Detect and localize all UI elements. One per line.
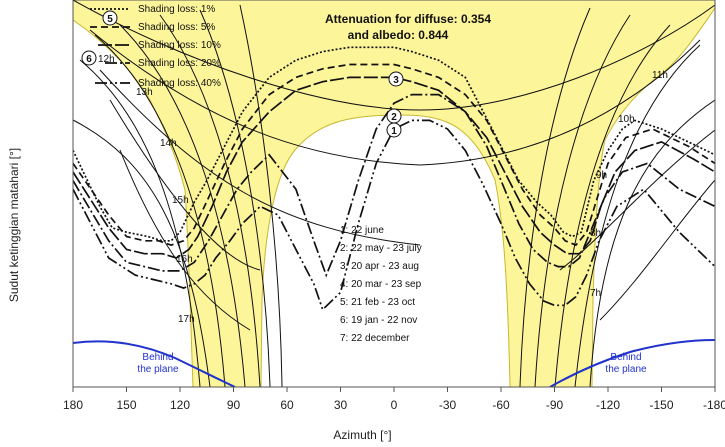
date-legend-item: 6: 19 jan - 22 nov [340, 315, 417, 326]
x-tick-label: -90 [546, 398, 564, 412]
sun-path-arc-14 [99, 69, 421, 246]
behind-plane-label: the plane [137, 364, 179, 375]
hour-label: 10h [618, 114, 635, 125]
chart-title: Attenuation for diffuse: 0.354 [325, 12, 491, 26]
sun-path-arcs [73, 0, 715, 387]
x-tick-label: -180 [703, 398, 725, 412]
hour-label: 9h [596, 170, 607, 181]
x-tick-label: -60 [492, 398, 510, 412]
date-legend-item: 2: 22 may - 23 july [340, 243, 422, 254]
legend-label: Shading loss: 1% [138, 4, 215, 15]
x-axis: 180 150 120 90 60 30 0 -30 -60 -90 -120 -150 -180 [63, 387, 725, 412]
date-legend-item: 3: 20 apr - 23 aug [340, 261, 419, 272]
legend-label: Shading loss: 5% [138, 22, 215, 33]
x-tick-label: 120 [170, 398, 190, 412]
sun-path-arc-13 [89, 29, 701, 166]
path-marker-circle [81, 50, 97, 66]
hour-label: 16h [176, 254, 193, 265]
sun-path-arc-16 [559, 129, 715, 271]
sun-path-arc-4 [159, 14, 261, 387]
x-tick-label: 30 [334, 398, 348, 412]
legend-label: Shading loss: 20% [138, 58, 221, 69]
behind-plane-label: the plane [605, 364, 647, 375]
hour-label: 15h [172, 195, 189, 206]
series-line-5 [73, 119, 715, 312]
series-line-4 [73, 93, 715, 278]
series-line-2 [73, 63, 715, 247]
legend-label: Shading loss: 40% [138, 78, 221, 89]
sun-path-arc-9 [554, 24, 671, 387]
hour-label: 14h [160, 138, 177, 149]
behind-plane-label: Behind [142, 352, 173, 363]
path-marker-circle [386, 122, 402, 138]
sun-path-arc-2 [94, 34, 226, 387]
x-tick-label: 90 [227, 398, 241, 412]
legend-label: Shading loss: 10% [138, 40, 221, 51]
hour-label: 11h [652, 70, 668, 81]
sun-path-arc-17 [119, 149, 251, 331]
date-legend-item: 7: 22 december [340, 333, 410, 344]
path-marker-circle [388, 71, 404, 87]
x-tick-label: 60 [280, 398, 294, 412]
x-tick-label: -120 [596, 398, 620, 412]
sun-path-arc-7 [589, 99, 715, 387]
x-tick-label: -150 [649, 398, 673, 412]
x-tick-label: -30 [439, 398, 457, 412]
sun-path-arc-6 [239, 4, 283, 387]
x-tick-label: 180 [63, 398, 83, 412]
date-legend-item: 4: 20 mar - 23 sep [340, 279, 422, 290]
sun-path-arc-8 [574, 44, 701, 387]
behind-plane-label: Behind [610, 352, 641, 363]
hour-label: 12h [98, 54, 115, 65]
annotations: Attenuation for diffuse: 0.354 and albedo… [81, 4, 668, 375]
hour-label: 8h [590, 228, 601, 239]
sun-path-arc-15 [109, 99, 261, 271]
chart-subtitle: and albedo: 0.844 [348, 28, 449, 42]
sun-path-arc-18 [599, 179, 715, 321]
path-marker-label: 5 [107, 14, 113, 25]
x-tick-label: 150 [116, 398, 136, 412]
sun-path-arc-3 [119, 24, 246, 387]
hour-label: 17h [178, 314, 195, 325]
path-marker-label: 1 [391, 126, 397, 137]
x-axis-label: Azimuth [°] [333, 428, 392, 442]
behind-plane-curve-left [73, 340, 236, 387]
x-tick-label: 0 [391, 398, 398, 412]
sun-path-arc-10 [534, 14, 631, 387]
y-axis-label: Sudut ketinggian matahari [°] [7, 147, 21, 303]
sun-path-arc-12 [73, 0, 715, 111]
plot-area [73, 0, 715, 387]
behind-plane-curve-right [549, 339, 715, 387]
hour-label: 13h [136, 87, 153, 98]
path-marker-label: 6 [86, 54, 92, 65]
hour-label: 7h [590, 288, 601, 299]
path-marker-circle [102, 10, 118, 26]
series-line-1 [73, 46, 715, 242]
path-marker-label: 3 [393, 75, 399, 86]
date-legend-item: 1: 22 june [340, 225, 384, 236]
sun-path-arc-11 [519, 7, 591, 387]
sun-path-arc-0 [73, 119, 211, 387]
date-legend-item: 5: 21 feb - 23 oct [340, 297, 415, 308]
path-marker-label: 2 [391, 112, 397, 123]
